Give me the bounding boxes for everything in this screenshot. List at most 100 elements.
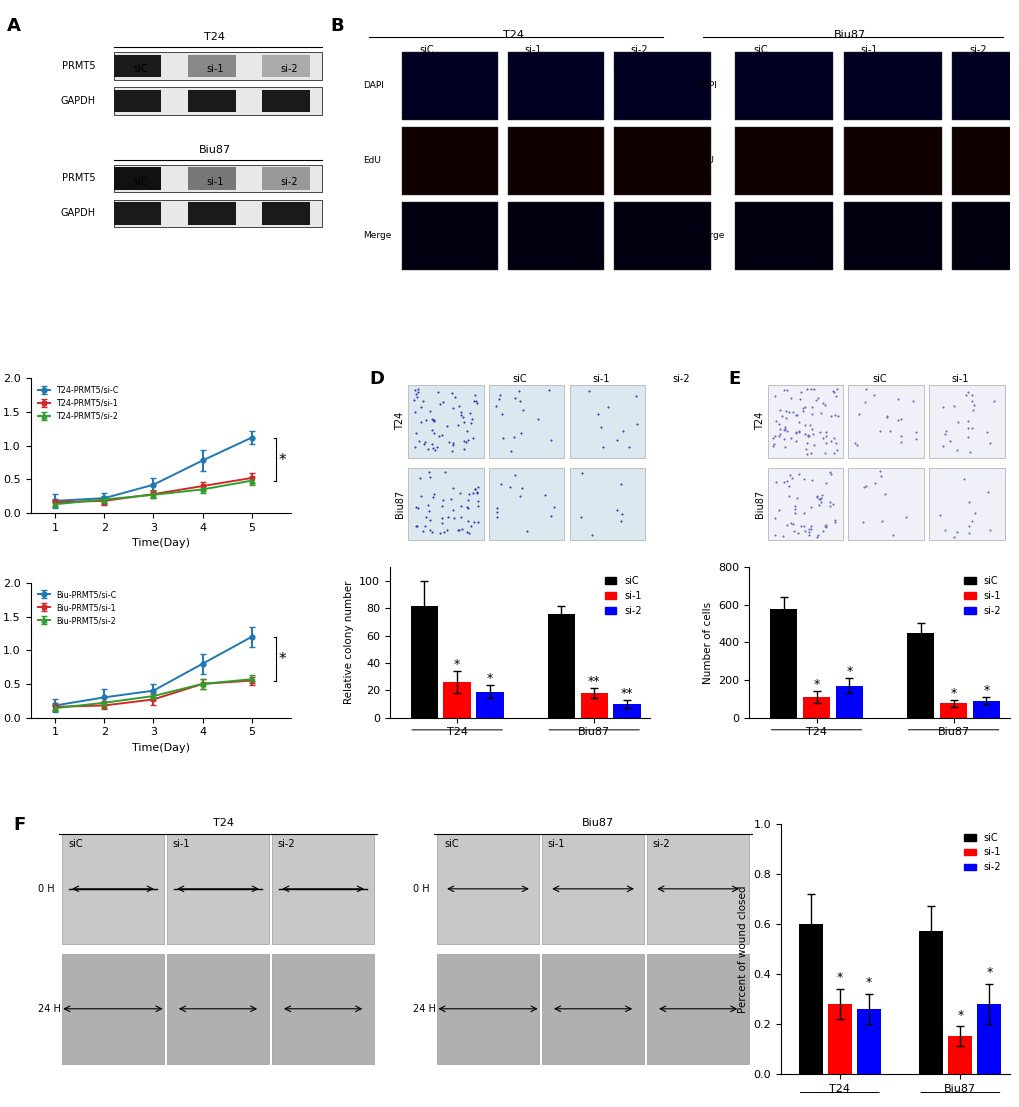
Bar [735, 52, 833, 120]
Bar [613, 203, 710, 270]
Bar [507, 52, 604, 120]
Bar [408, 467, 483, 540]
Legend: siC, si-1, si-2: siC, si-1, si-2 [959, 572, 1004, 620]
Text: F: F [13, 816, 25, 835]
Legend: siC, si-1, si-2: siC, si-1, si-2 [959, 829, 1004, 877]
Text: **: ** [587, 675, 600, 687]
Text: si-1: si-1 [206, 64, 223, 74]
Text: siC: siC [753, 44, 767, 54]
Text: *: * [985, 966, 991, 980]
Text: Merge: Merge [695, 231, 723, 240]
Bar [401, 203, 497, 270]
Text: E: E [728, 370, 740, 389]
Bar [507, 203, 604, 270]
Text: siC: siC [68, 839, 84, 849]
Bar [802, 697, 829, 717]
Bar [798, 924, 822, 1074]
Text: 24 H: 24 H [38, 1004, 60, 1014]
Bar [542, 834, 643, 944]
Bar [114, 87, 321, 115]
Bar [928, 385, 1004, 457]
Bar [62, 834, 164, 944]
Text: si-1: si-1 [860, 44, 877, 54]
Bar [613, 52, 710, 120]
X-axis label: Time(Day): Time(Day) [131, 743, 190, 753]
Text: si-2: si-2 [630, 44, 647, 54]
Bar [114, 203, 161, 225]
Bar [843, 203, 941, 270]
Text: A: A [7, 17, 20, 35]
Bar [928, 467, 1004, 540]
Bar [507, 127, 604, 195]
Text: EdU: EdU [695, 156, 713, 165]
Bar [542, 954, 643, 1064]
Text: si-1: si-1 [547, 839, 565, 849]
Bar [647, 954, 748, 1064]
Bar [767, 467, 843, 540]
Bar [262, 167, 310, 189]
Bar [952, 52, 1019, 120]
Bar [835, 685, 862, 717]
Legend: T24-PRMT5/si-C, T24-PRMT5/si-1, T24-PRMT5/si-2: T24-PRMT5/si-C, T24-PRMT5/si-1, T24-PRMT… [35, 382, 122, 424]
Text: siC: siC [871, 374, 887, 384]
Bar [976, 1004, 1001, 1074]
Text: B: B [330, 17, 343, 35]
Y-axis label: Number of cells: Number of cells [702, 601, 712, 683]
Bar [410, 606, 437, 717]
Bar [612, 704, 640, 717]
Bar [437, 954, 538, 1064]
Bar [843, 127, 941, 195]
Bar [272, 954, 374, 1064]
Text: *: * [812, 679, 819, 692]
Text: T24: T24 [204, 32, 225, 42]
Bar [167, 954, 269, 1064]
Bar [114, 54, 161, 77]
Text: PRMT5: PRMT5 [62, 61, 96, 71]
Bar [735, 203, 833, 270]
Text: *: * [278, 652, 286, 666]
Text: siC: siC [133, 177, 148, 187]
Bar [647, 834, 748, 944]
Text: *: * [982, 684, 988, 697]
Text: D: D [369, 370, 384, 389]
Text: **: ** [621, 687, 633, 700]
Bar [114, 199, 321, 227]
Bar [570, 385, 645, 457]
Bar [827, 1004, 851, 1074]
Text: *: * [865, 976, 871, 990]
Bar [547, 613, 575, 717]
Text: Biu87: Biu87 [394, 490, 405, 518]
Text: Merge: Merge [363, 231, 390, 240]
X-axis label: Time(Day): Time(Day) [131, 538, 190, 548]
Bar [187, 203, 235, 225]
Text: *: * [836, 971, 842, 984]
Text: siC: siC [443, 839, 459, 849]
Bar [476, 692, 503, 717]
Bar [488, 467, 564, 540]
Text: GAPDH: GAPDH [61, 208, 96, 218]
Text: 24 H: 24 H [413, 1004, 435, 1014]
Text: si-1: si-1 [206, 177, 223, 187]
Text: *: * [950, 687, 956, 700]
Text: *: * [453, 659, 460, 671]
Y-axis label: Relative colony number: Relative colony number [343, 581, 354, 704]
Bar [187, 90, 235, 112]
Bar [843, 52, 941, 120]
Bar [848, 385, 923, 457]
Bar [401, 52, 497, 120]
Text: EdU: EdU [363, 156, 380, 165]
Text: *: * [486, 672, 493, 685]
Text: siC: siC [513, 374, 527, 384]
Text: T24: T24 [213, 818, 233, 828]
Text: *: * [956, 1008, 963, 1022]
Bar [570, 467, 645, 540]
Bar [408, 385, 483, 457]
Bar [401, 127, 497, 195]
Text: DAPI: DAPI [363, 82, 383, 91]
Text: T24: T24 [502, 30, 523, 40]
Text: si-1: si-1 [524, 44, 541, 54]
Text: si-2: si-2 [277, 839, 294, 849]
Bar [906, 633, 933, 717]
Bar [114, 52, 321, 80]
Bar [948, 1036, 971, 1074]
